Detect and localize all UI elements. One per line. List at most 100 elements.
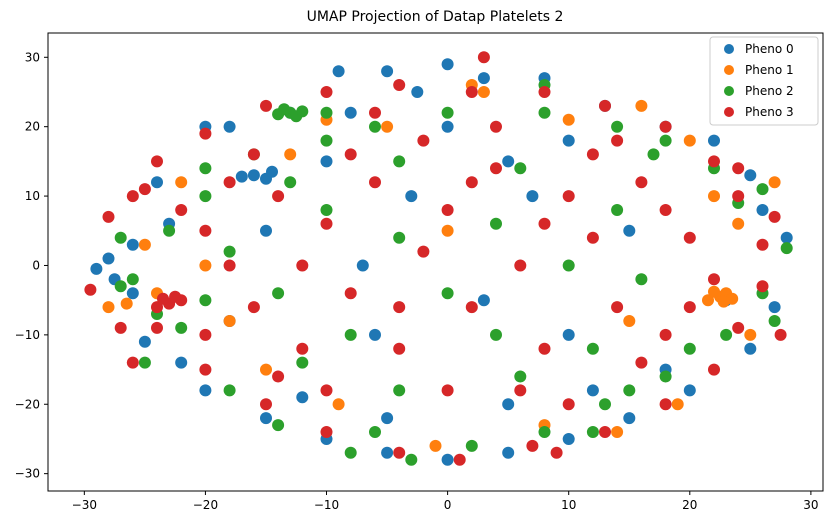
data-point bbox=[296, 105, 309, 118]
data-point bbox=[320, 217, 333, 230]
data-point bbox=[514, 259, 527, 272]
data-point bbox=[138, 356, 151, 369]
data-point bbox=[780, 231, 793, 244]
legend-box bbox=[709, 36, 819, 126]
data-point bbox=[562, 259, 575, 272]
data-point bbox=[296, 391, 309, 404]
data-point bbox=[441, 106, 454, 119]
y-axis: −30 −20 −10 0 10 20 30 bbox=[15, 50, 48, 481]
data-point bbox=[199, 162, 212, 175]
data-point bbox=[562, 190, 575, 203]
data-point bbox=[272, 190, 285, 203]
data-point bbox=[683, 384, 696, 397]
data-point bbox=[744, 169, 757, 182]
data-point bbox=[114, 231, 127, 244]
data-point bbox=[490, 120, 502, 133]
data-point bbox=[272, 419, 285, 432]
y-tick-label: 10 bbox=[25, 189, 40, 203]
data-point bbox=[453, 453, 466, 466]
data-point bbox=[708, 273, 720, 286]
data-point bbox=[369, 106, 381, 119]
data-point bbox=[768, 315, 781, 327]
data-point bbox=[732, 190, 745, 203]
data-point bbox=[175, 176, 188, 189]
x-tick-label: 0 bbox=[444, 498, 452, 512]
data-point bbox=[272, 287, 285, 300]
data-point bbox=[393, 79, 406, 91]
data-point bbox=[550, 446, 563, 459]
data-point bbox=[526, 190, 539, 203]
y-tick-label: −10 bbox=[15, 328, 40, 342]
x-tick-label: −20 bbox=[193, 498, 218, 512]
data-point bbox=[320, 204, 333, 216]
data-point bbox=[441, 224, 454, 237]
data-point bbox=[611, 301, 624, 314]
data-point bbox=[623, 412, 636, 425]
data-point bbox=[490, 162, 502, 175]
data-point bbox=[393, 155, 406, 168]
data-point bbox=[538, 342, 551, 355]
data-point bbox=[138, 238, 151, 251]
data-point bbox=[169, 290, 182, 303]
data-point bbox=[405, 190, 418, 203]
data-point bbox=[659, 328, 672, 341]
data-point bbox=[260, 412, 272, 425]
data-point bbox=[708, 134, 720, 147]
data-point bbox=[586, 148, 599, 161]
legend-label: Pheno 1 bbox=[745, 63, 794, 77]
data-point bbox=[369, 328, 381, 341]
data-point bbox=[647, 148, 660, 161]
data-point bbox=[756, 204, 769, 216]
data-point bbox=[247, 301, 260, 314]
data-point bbox=[199, 384, 212, 397]
data-point bbox=[320, 426, 333, 438]
data-point bbox=[502, 155, 515, 168]
data-point bbox=[138, 335, 151, 348]
data-point bbox=[659, 120, 672, 133]
data-point bbox=[732, 321, 745, 334]
data-point bbox=[683, 342, 696, 355]
x-tick-label: 10 bbox=[561, 498, 576, 512]
data-point bbox=[175, 204, 188, 216]
data-point bbox=[332, 398, 345, 411]
data-point bbox=[223, 259, 236, 272]
data-point bbox=[429, 439, 442, 452]
data-point bbox=[599, 426, 611, 438]
data-point bbox=[623, 224, 636, 237]
data-point bbox=[393, 301, 406, 314]
data-point bbox=[635, 99, 648, 112]
plot-frame bbox=[47, 32, 824, 492]
data-point bbox=[683, 301, 696, 314]
y-tick-label: 30 bbox=[25, 50, 40, 64]
x-tick-label: −10 bbox=[314, 498, 339, 512]
data-point bbox=[320, 384, 333, 397]
data-point bbox=[774, 328, 787, 341]
data-point bbox=[102, 301, 115, 314]
data-point bbox=[284, 148, 297, 161]
data-point bbox=[120, 297, 133, 310]
legend-label: Pheno 0 bbox=[745, 42, 794, 56]
data-point bbox=[296, 356, 309, 369]
data-point bbox=[562, 398, 575, 411]
data-point bbox=[163, 224, 176, 237]
data-point bbox=[260, 398, 272, 411]
data-point bbox=[720, 328, 733, 341]
data-point bbox=[381, 65, 394, 78]
data-point bbox=[635, 176, 648, 189]
data-point bbox=[356, 259, 369, 272]
data-point bbox=[756, 280, 769, 293]
data-point bbox=[465, 176, 478, 189]
x-tick-label: 20 bbox=[682, 498, 697, 512]
data-point bbox=[296, 342, 309, 355]
data-point bbox=[611, 120, 624, 133]
data-point bbox=[441, 287, 454, 300]
data-point bbox=[514, 384, 527, 397]
data-point bbox=[717, 295, 730, 308]
data-point bbox=[477, 72, 490, 85]
legend-marker bbox=[724, 44, 734, 54]
data-point bbox=[562, 433, 575, 445]
y-tick-label: −30 bbox=[15, 467, 40, 481]
data-point bbox=[320, 86, 333, 98]
data-point bbox=[477, 86, 490, 98]
data-point bbox=[708, 190, 720, 203]
